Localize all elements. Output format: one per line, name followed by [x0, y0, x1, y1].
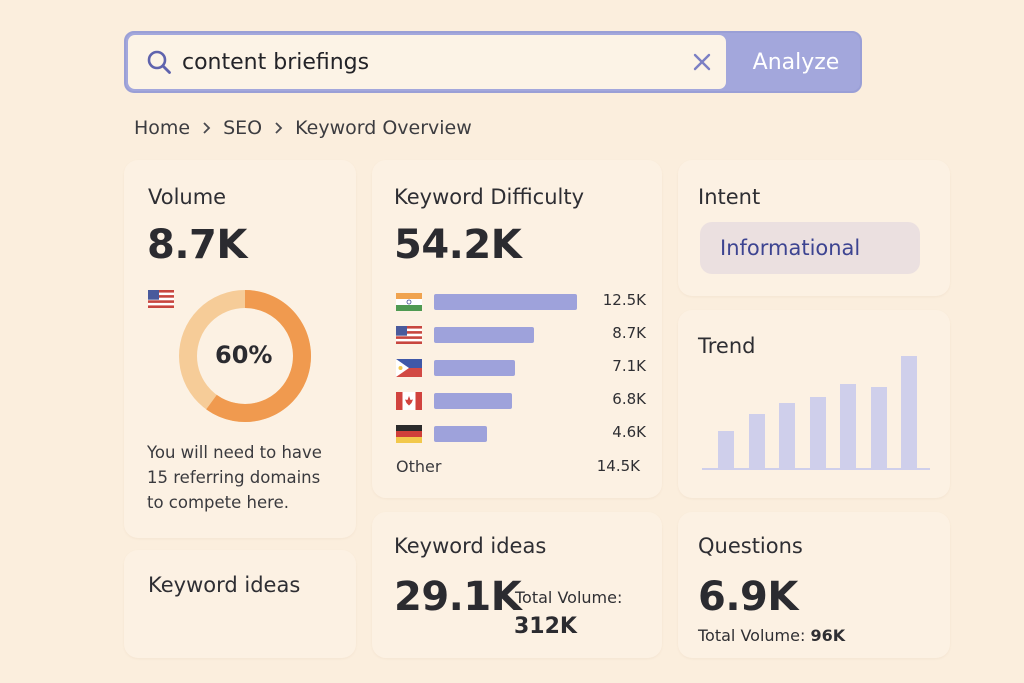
country-value: 12.5K: [602, 291, 646, 309]
country-bar: [434, 294, 577, 310]
other-label: Other: [396, 457, 442, 476]
difficulty-donut: [179, 290, 311, 422]
india-flag-icon: [396, 293, 422, 311]
questions-total-value: 96K: [810, 626, 846, 645]
volume-description: You will need to have 15 referring domai…: [147, 440, 322, 515]
keyword-ideas-total-value: 312K: [514, 614, 577, 639]
questions-title: Questions: [698, 534, 803, 558]
country-value: 4.6K: [612, 423, 646, 441]
analyze-button[interactable]: Analyze: [730, 33, 860, 91]
philippines-flag-icon: [396, 359, 422, 377]
breadcrumb-keyword-overview: Keyword Overview: [295, 117, 472, 139]
volume-value: 8.7K: [147, 222, 247, 268]
trend-bar: [901, 356, 917, 468]
country-row: 12.5K: [396, 291, 646, 311]
country-value: 8.7K: [612, 324, 646, 342]
trend-baseline: [702, 468, 930, 470]
country-value: 7.1K: [612, 357, 646, 375]
keyword-ideas-total-label: Total Volume:: [515, 588, 623, 607]
donut-fill-arc: [206, 290, 311, 422]
questions-card: Questions 6.9K Total Volume: 96K: [678, 512, 950, 658]
keyword-difficulty-title: Keyword Difficulty: [394, 185, 585, 209]
trend-bar: [871, 387, 887, 468]
trend-bar: [810, 397, 826, 468]
trend-bar: [779, 403, 795, 468]
questions-value: 6.9K: [698, 574, 798, 620]
search-input[interactable]: [182, 43, 662, 81]
chevron-right-icon: [274, 121, 283, 135]
questions-total-label: Total Volume:: [698, 626, 806, 645]
trend-card: Trend: [678, 310, 950, 498]
country-row: 6.8K: [396, 390, 646, 410]
keyword-ideas-value: 29.1K: [394, 574, 522, 620]
breadcrumb-seo[interactable]: SEO: [223, 117, 263, 139]
country-bar: [434, 426, 487, 442]
intent-title: Intent: [698, 185, 761, 209]
country-bar: [434, 327, 534, 343]
chevron-right-icon: [202, 121, 211, 135]
keyword-difficulty-value: 54.2K: [394, 222, 522, 268]
intent-badge: Informational: [700, 222, 920, 274]
keyword-ideas-card: Keyword ideas 29.1K Total Volume: 312K: [372, 512, 662, 658]
volume-card: Volume 8.7K 60% You will need to have 15…: [124, 160, 356, 538]
clear-icon[interactable]: [688, 48, 716, 76]
volume-title: Volume: [148, 185, 227, 209]
keyword-ideas-title: Keyword ideas: [394, 534, 547, 558]
keyword-ideas-left-title: Keyword ideas: [148, 573, 301, 597]
country-bar: [434, 360, 515, 376]
breadcrumb: Home SEO Keyword Overview: [134, 114, 472, 142]
trend-bar: [718, 431, 734, 468]
breadcrumb-home[interactable]: Home: [134, 117, 191, 139]
intent-card: Intent Informational: [678, 160, 950, 296]
trend-bar: [840, 384, 856, 468]
country-row: 4.6K: [396, 423, 646, 443]
search-icon: [147, 50, 171, 74]
description-line: You will need to have: [147, 443, 322, 462]
search-field-container[interactable]: [128, 35, 726, 89]
questions-total: Total Volume: 96K: [698, 626, 845, 645]
country-value: 6.8K: [612, 390, 646, 408]
search-bar: Analyze: [124, 31, 862, 93]
germany-flag-icon: [396, 425, 422, 443]
keyword-ideas-left-card: Keyword ideas: [124, 550, 356, 658]
donut-percent-label: 60%: [215, 341, 273, 369]
us-flag-icon: [148, 290, 174, 308]
country-bar: [434, 393, 512, 409]
trend-title: Trend: [698, 334, 756, 358]
description-line: 15 referring domains: [147, 468, 321, 487]
country-row: 8.7K: [396, 324, 646, 344]
keyword-difficulty-card: Keyword Difficulty 54.2K 12.5K 8.7K 7.1K 6.…: [372, 160, 662, 498]
other-value: 14.5K: [596, 457, 640, 475]
trend-bar: [749, 414, 765, 468]
description-line: to compete here.: [147, 493, 289, 512]
us-flag-icon: [396, 326, 422, 344]
canada-flag-icon: [396, 392, 422, 410]
country-row: 7.1K: [396, 357, 646, 377]
